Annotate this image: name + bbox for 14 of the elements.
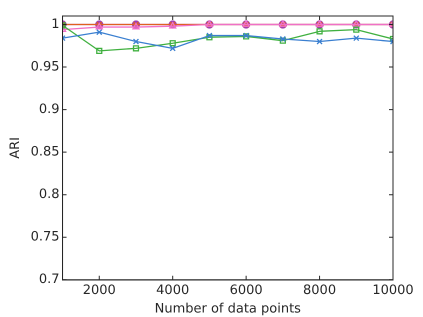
- x-tick-label: 4000: [156, 282, 190, 298]
- y-tick-label: 0.75: [30, 230, 60, 245]
- y-axis-title: ARI: [8, 137, 24, 159]
- x-tick-label: 6000: [230, 282, 263, 298]
- x-tick-label: 10000: [372, 282, 414, 298]
- x-tick-label: 2000: [82, 282, 116, 298]
- y-tick-label: 0.85: [30, 144, 60, 160]
- y-tick-label: 0.95: [30, 59, 60, 74]
- y-tick-label: 0.9: [38, 102, 60, 117]
- x-tick-label: 8000: [303, 282, 336, 298]
- x-axis-title: Number of data points: [154, 302, 302, 317]
- y-tick-label: 1: [51, 16, 60, 32]
- y-tick-label: 0.7: [38, 272, 60, 288]
- y-tick-label: 0.8: [38, 187, 60, 202]
